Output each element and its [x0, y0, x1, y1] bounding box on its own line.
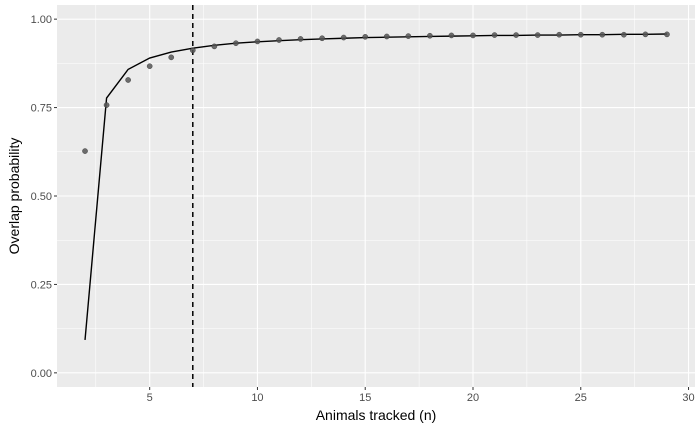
- y-tick-label: 0.50: [31, 191, 52, 203]
- data-point: [491, 32, 498, 38]
- data-point: [621, 31, 627, 38]
- data-point: [340, 34, 347, 41]
- grid-major: [57, 5, 695, 387]
- data-point: [448, 32, 455, 39]
- x-tick-label: 25: [575, 392, 587, 404]
- x-axis: 5 10 15 20 25 30: [147, 387, 695, 404]
- data-point: [599, 31, 606, 38]
- y-tick-label: 0.75: [31, 103, 52, 115]
- data-point: [103, 102, 110, 108]
- x-axis-title: Animals tracked (n): [316, 407, 437, 423]
- x-tick-label: 5: [147, 392, 153, 404]
- data-point: [534, 32, 541, 38]
- data-point: [556, 31, 563, 38]
- fitted-line-layer: [84, 33, 667, 341]
- data-point: [189, 47, 196, 54]
- data-point: [82, 148, 88, 154]
- x-tick-label: 10: [251, 392, 263, 404]
- data-point: [513, 32, 519, 38]
- x-tick-label: 30: [682, 392, 694, 404]
- data-point: [319, 35, 325, 42]
- data-point: [362, 34, 369, 40]
- data-point: [211, 43, 218, 50]
- data-point: [577, 31, 584, 38]
- fitted-line: [84, 33, 667, 341]
- data-point: [297, 36, 304, 42]
- data-point: [664, 31, 670, 38]
- y-axis-title: Overlap probability: [6, 138, 22, 255]
- data-point: [125, 77, 131, 83]
- x-tick-label: 20: [467, 392, 479, 404]
- y-tick-label: 1.00: [31, 14, 52, 26]
- data-point: [146, 63, 153, 69]
- data-point: [254, 38, 261, 45]
- data-point: [427, 32, 433, 39]
- data-point: [233, 40, 239, 47]
- data-point: [276, 37, 282, 43]
- data-point: [470, 32, 476, 39]
- y-axis: 0.00 0.25 0.50 0.75 1.00: [31, 14, 57, 380]
- data-points-layer: [82, 31, 670, 154]
- data-point: [405, 33, 412, 39]
- data-point: [168, 54, 175, 61]
- x-tick-label: 15: [359, 392, 371, 404]
- data-point: [383, 33, 390, 40]
- y-tick-label: 0.25: [31, 279, 52, 291]
- data-point: [642, 31, 649, 38]
- y-tick-label: 0.00: [31, 368, 52, 380]
